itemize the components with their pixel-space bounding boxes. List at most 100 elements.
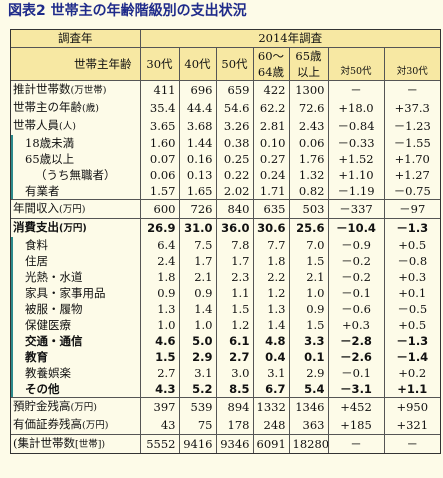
value-cell: +185 <box>327 415 384 434</box>
value-cell: －0.5 <box>383 300 440 317</box>
value-cell: 1.0 <box>288 284 328 301</box>
col-50s: 50代 <box>215 47 253 80</box>
value-cell: 7.8 <box>215 236 253 253</box>
row-label: 被服・履物 <box>11 301 140 317</box>
row-unit: (万円) <box>59 222 87 234</box>
value-cell: +1.52 <box>327 150 384 167</box>
value-cell: 7.5 <box>178 236 216 253</box>
col-diff30-header: 対30代 <box>383 47 440 80</box>
value-cell: 0.38 <box>215 134 253 151</box>
value-cell: 2.9 <box>178 348 216 365</box>
value-cell: －10.4 <box>327 217 384 237</box>
value-cell: 840 <box>215 198 253 218</box>
table-row: 有業者 1.57 1.65 2.02 1.71 0.82 －1.19 －0.75 <box>11 182 440 199</box>
row-label-text: 消費支出 <box>13 219 59 234</box>
value-cell: 2.7 <box>139 364 179 381</box>
value-cell: －0.1 <box>327 364 384 381</box>
row-label: 消費支出(万円) <box>11 217 140 237</box>
row-label-text: 家具・家事用品 <box>25 285 106 300</box>
value-cell: 0.06 <box>288 134 328 151</box>
value-cell: －0.2 <box>327 268 384 285</box>
table-row: 18歳未満 1.60 1.44 0.38 0.10 0.06 －0.33 －1.55 <box>11 134 440 151</box>
table-row: 有価証券残高(万円) 43 75 178 248 363 +185 +321 <box>11 415 440 434</box>
expenditure-table: 調査年 2014年調査 世帯主年齢 30代 40代 50代 60～ 65歳 対5… <box>11 30 440 453</box>
table-row: 教養娯楽 2.7 3.1 3.0 3.1 2.9 －0.1 +0.2 <box>11 364 440 381</box>
value-cell: －0.1 <box>327 284 384 301</box>
value-cell: 422 <box>252 79 289 99</box>
value-cell: 3.26 <box>215 116 253 135</box>
value-cell: 1.76 <box>288 150 328 167</box>
table-row: 住居 2.4 1.7 1.7 1.8 1.5 －0.2 －0.8 <box>11 252 440 269</box>
row-label-text: （うち無職者） <box>35 167 116 182</box>
value-cell: 7.7 <box>252 236 289 253</box>
value-cell: 0.82 <box>288 182 328 199</box>
value-cell: 3.0 <box>215 364 253 381</box>
value-cell: －1.23 <box>383 116 440 135</box>
value-cell: 1.44 <box>178 134 216 151</box>
row-label: 教育 <box>11 349 140 365</box>
value-cell: 1.71 <box>252 182 289 199</box>
value-cell: 2.3 <box>215 268 253 285</box>
value-cell: 659 <box>215 79 253 99</box>
row-label: 65歳以上 <box>11 151 140 167</box>
row-unit: (万円) <box>70 401 97 413</box>
diff30-label: 対30代 <box>396 65 428 77</box>
row-label-text: 有価証券残高 <box>13 416 82 431</box>
row-label-text: 有業者 <box>25 183 60 198</box>
row-label: 預貯金残高(万円) <box>11 396 140 416</box>
row-unit: (歳) <box>82 102 99 114</box>
value-cell: 539 <box>178 396 216 416</box>
row-label: 交通・通信 <box>11 333 140 349</box>
value-cell: 1.1 <box>215 284 253 301</box>
value-cell: 2.7 <box>215 348 253 365</box>
value-cell: 3.1 <box>178 364 216 381</box>
row-label-text: 世帯主の年齢 <box>13 99 82 114</box>
value-cell: － <box>383 79 440 99</box>
value-cell: 1.3 <box>252 300 289 317</box>
value-cell: +0.3 <box>383 268 440 285</box>
value-cell: 35.4 <box>139 98 179 117</box>
value-cell: －97 <box>383 198 440 218</box>
row-unit: (万世帯) <box>70 84 107 96</box>
value-cell: －0.8 <box>383 252 440 269</box>
value-cell: 54.6 <box>215 98 253 117</box>
value-cell: 1.65 <box>178 182 216 199</box>
row-unit: (人) <box>59 120 76 132</box>
value-cell: －0.33 <box>327 134 384 151</box>
row-label-text: 教養娯楽 <box>25 365 71 380</box>
table-row: 教育 1.5 2.9 2.7 0.4 0.1 －2.6 －1.4 <box>11 348 440 365</box>
row-label-text: 光熱・水道 <box>25 269 83 284</box>
value-cell: 1346 <box>288 396 328 416</box>
value-cell: 1.0 <box>178 316 216 333</box>
col-60-64-top: 60～ <box>252 47 289 64</box>
row-label-text: 18歳未満 <box>25 135 75 150</box>
value-cell: －2.6 <box>327 348 384 365</box>
row-unit: (万円) <box>82 419 109 431</box>
value-cell: 2.02 <box>215 182 253 199</box>
value-cell: －0.9 <box>327 236 384 253</box>
row-label: 食料 <box>11 237 140 253</box>
value-cell: 1.4 <box>252 316 289 333</box>
col-60-64-bottom: 64歳 <box>252 63 289 80</box>
table-row: 世帯主の年齢(歳) 35.4 44.4 54.6 62.2 72.6 +18.0 +37.3 <box>11 98 440 117</box>
value-cell: 3.65 <box>139 116 179 135</box>
value-cell: 363 <box>288 415 328 434</box>
value-cell: +1.1 <box>383 380 440 397</box>
value-cell: 2.81 <box>252 116 289 135</box>
row-label-text: その他 <box>25 381 60 396</box>
value-cell: 1.5 <box>288 252 328 269</box>
col-40s: 40代 <box>178 47 216 80</box>
value-cell: －1.19 <box>327 182 384 199</box>
table-row: 食料 6.4 7.5 7.8 7.7 7.0 －0.9 +0.5 <box>11 236 440 253</box>
value-cell: －0.84 <box>327 116 384 135</box>
value-cell: 1.7 <box>178 252 216 269</box>
figure-title: 図表2 世帯主の年齢階級別の支出状況 <box>8 3 247 19</box>
value-cell: 1.8 <box>139 268 179 285</box>
value-cell: 0.9 <box>288 300 328 317</box>
value-cell: 1.5 <box>139 348 179 365</box>
value-cell: 600 <box>139 198 179 218</box>
value-cell: 2.1 <box>288 268 328 285</box>
row-label: 推計世帯数(万世帯) <box>11 79 140 99</box>
value-cell: +0.5 <box>383 236 440 253</box>
value-cell: －1.3 <box>383 217 440 237</box>
